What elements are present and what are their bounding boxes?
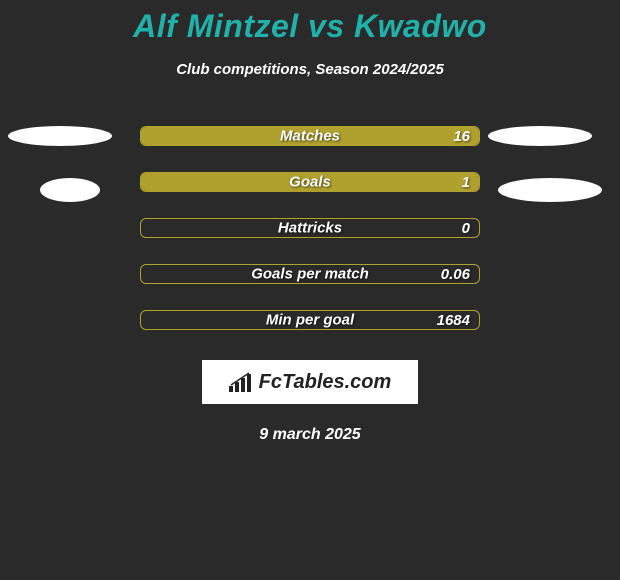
stat-label: Matches	[280, 128, 340, 145]
stat-row: Goals 1	[0, 172, 620, 192]
stat-row: Matches 16	[0, 126, 620, 146]
stat-bar: Min per goal	[140, 310, 480, 330]
stat-value-right: 1	[462, 174, 470, 191]
stat-bar: Goals	[140, 172, 480, 192]
stat-bar: Matches	[140, 126, 480, 146]
stat-bar-left-fill	[141, 173, 310, 191]
stat-label: Goals per match	[251, 266, 369, 283]
page-title: Alf Mintzel vs Kwadwo	[0, 0, 620, 45]
stat-row: Min per goal 1684	[0, 310, 620, 330]
subtitle: Club competitions, Season 2024/2025	[0, 61, 620, 78]
stat-label: Goals	[289, 174, 331, 191]
bars-icon	[229, 372, 255, 392]
stat-bar: Goals per match	[140, 264, 480, 284]
stat-value-right: 0.06	[441, 266, 470, 283]
stat-value-right: 16	[453, 128, 470, 145]
logo-box: FcTables.com	[202, 360, 418, 404]
stat-value-right: 0	[462, 220, 470, 237]
stat-label: Min per goal	[266, 312, 354, 329]
date-text: 9 march 2025	[0, 426, 620, 444]
logo-text: FcTables.com	[259, 371, 392, 394]
stat-row: Hattricks 0	[0, 218, 620, 238]
stats-rows: Matches 16 Goals 1 Hattricks 0 Goals per match…	[0, 126, 620, 330]
stat-value-right: 1684	[437, 312, 470, 329]
stat-label: Hattricks	[278, 220, 342, 237]
stat-bar: Hattricks	[140, 218, 480, 238]
stat-bar-right-fill	[310, 173, 479, 191]
stat-row: Goals per match 0.06	[0, 264, 620, 284]
